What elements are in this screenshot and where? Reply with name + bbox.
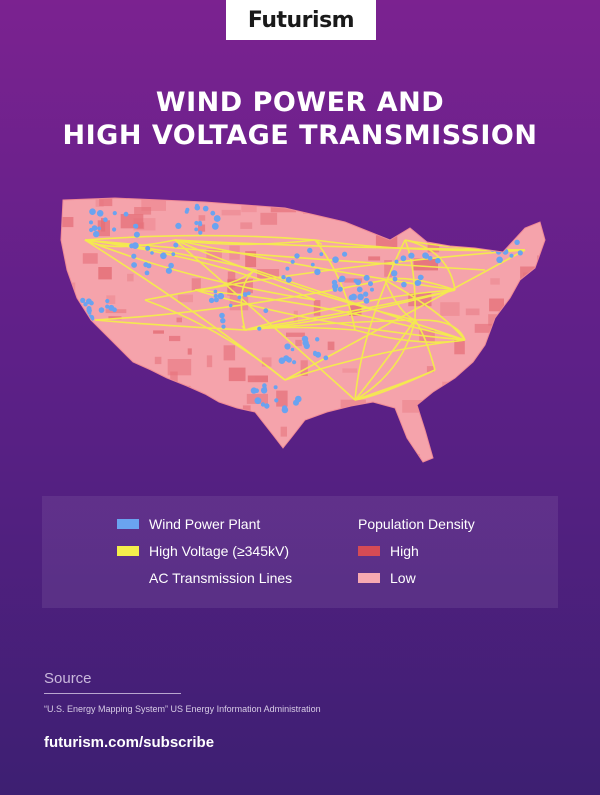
us-map-svg [60, 197, 546, 463]
density-high-label: High [390, 543, 419, 559]
legend-density-low: Low [358, 570, 416, 586]
legend-voltage-label-2: AC Transmission Lines [149, 570, 293, 586]
wind-swatch [117, 519, 139, 529]
legend-wind: Wind Power Plant [117, 516, 260, 532]
legend-density-heading: Population Density [358, 516, 475, 532]
source-divider [44, 693, 181, 694]
source-citation: “U.S. Energy Mapping System” US Energy I… [44, 704, 321, 714]
low-density-swatch [358, 573, 380, 583]
legend-voltage-line-2: AC Transmission Lines [149, 570, 292, 586]
legend-density-high: High [358, 543, 419, 559]
legend-voltage-label-1: High Voltage (≥345kV) [149, 543, 289, 559]
title-line-1: WIND POWER AND [155, 87, 445, 118]
subscribe-link[interactable]: futurism.com/subscribe [44, 734, 215, 751]
density-low-label: Low [390, 570, 416, 586]
title-line-2: HIGH VOLTAGE TRANSMISSION [62, 120, 538, 151]
high-density-swatch [358, 546, 380, 556]
legend-voltage: High Voltage (≥345kV) [117, 543, 289, 559]
page-title: WIND POWER AND HIGH VOLTAGE TRANSMISSION [0, 86, 600, 152]
legend-panel: Wind Power Plant High Voltage (≥345kV) A… [42, 496, 558, 608]
us-map [55, 180, 550, 470]
voltage-swatch [117, 546, 139, 556]
legend-wind-label: Wind Power Plant [149, 516, 261, 532]
futurism-logo[interactable]: Futurism [226, 0, 376, 40]
source-label: Source [44, 670, 92, 687]
density-heading-label: Population Density [358, 516, 475, 532]
